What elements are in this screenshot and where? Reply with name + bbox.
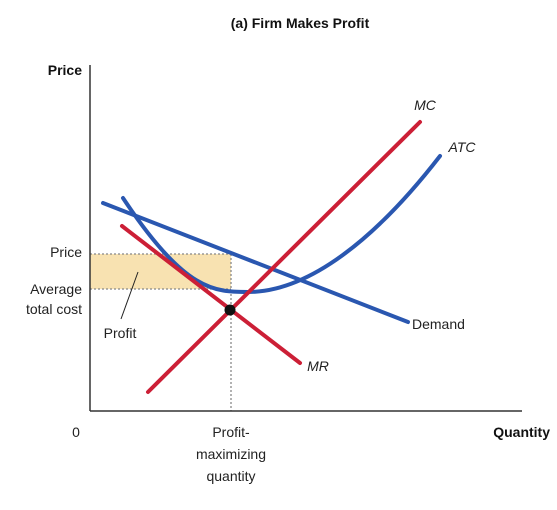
quantity-tick-label-line1: Profit- (212, 424, 250, 440)
mr-curve (120, 224, 302, 365)
quantity-tick-label-line2: maximizing (196, 446, 266, 462)
origin-label: 0 (72, 424, 80, 440)
avg-total-cost-label-line1: Average (30, 281, 82, 297)
demand-curve (101, 201, 410, 324)
chart-title: (a) Firm Makes Profit (231, 15, 370, 31)
quantity-tick-label-line3: quantity (206, 468, 255, 484)
mr-label: MR (307, 358, 329, 374)
x-axis-label: Quantity (493, 424, 550, 440)
mc-label: MC (414, 97, 437, 113)
y-axis-label: Price (48, 62, 82, 78)
price-tick-label: Price (50, 244, 82, 260)
atc-label: ATC (448, 139, 477, 155)
profit-label: Profit (104, 325, 137, 341)
avg-total-cost-label-line2: total cost (26, 301, 82, 317)
demand-label: Demand (412, 316, 465, 332)
mr-mc-intersection-point (224, 304, 236, 316)
profit-pointer-line (120, 271, 139, 320)
mc-curve (146, 120, 422, 394)
profit-area (90, 254, 231, 289)
